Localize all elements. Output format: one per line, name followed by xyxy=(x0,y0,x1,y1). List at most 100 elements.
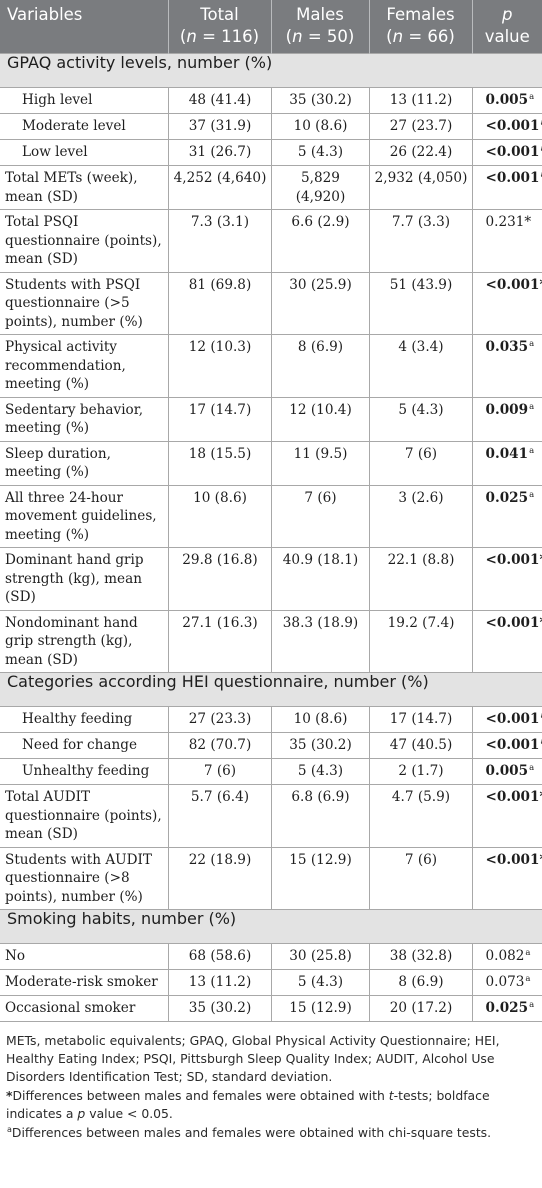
males-cell: 15 (12.9) xyxy=(270,995,370,1022)
total-cell: 22 (18.9) xyxy=(167,846,272,910)
p-value-cell: 0.025a xyxy=(471,995,542,1022)
males-cell: 40.9 (18.1) xyxy=(270,547,370,611)
p-value-cell: <0.001* xyxy=(471,609,542,673)
p-value-cell: <0.001a xyxy=(471,139,542,166)
total-cell: 13 (11.2) xyxy=(167,969,272,996)
section-row: Smoking habits, number (%) xyxy=(0,909,542,944)
females-cell: 27 (23.7) xyxy=(368,113,473,140)
p-value-cell: <0.001* xyxy=(471,846,542,910)
section-row: GPAQ activity levels, number (%) xyxy=(0,53,542,88)
females-cell: 38 (32.8) xyxy=(368,943,473,970)
females-cell: 7.7 (3.3) xyxy=(368,209,473,273)
p-value-cell: 0.041a xyxy=(471,440,542,486)
males-cell: 15 (12.9) xyxy=(270,846,370,910)
p-value: <0.001 xyxy=(485,144,540,160)
p-value: <0.001 xyxy=(485,170,540,186)
variable-label: Dominant hand grip strength (kg), mean (… xyxy=(0,547,169,611)
header-p-letter: p xyxy=(502,5,513,24)
variable-label: Occasional smoker xyxy=(0,995,169,1022)
variable-label: High level xyxy=(0,87,169,114)
footnote-marker: a xyxy=(529,763,535,773)
variable-label: No xyxy=(0,943,169,970)
males-cell: 10 (8.6) xyxy=(270,113,370,140)
males-cell: 35 (30.2) xyxy=(270,732,370,759)
total-cell: 81 (69.8) xyxy=(167,271,272,335)
header-p-value: p value xyxy=(471,0,542,54)
table-row: Unhealthy feeding 7 (6) 5 (4.3) 2 (1.7) 0.00… xyxy=(0,758,542,785)
table-row: Total METs (week), mean (SD) 4,252 (4,640… xyxy=(0,165,542,210)
females-cell: 4.7 (5.9) xyxy=(368,784,473,848)
females-cell: 47 (40.5) xyxy=(368,732,473,759)
males-cell: 5,829 (4,920) xyxy=(270,165,370,210)
variable-label: Students with AUDIT questionnaire (>8 po… xyxy=(0,846,169,910)
table-row: Total AUDIT questionnaire (points), mean… xyxy=(0,784,542,848)
table-body: GPAQ activity levels, number (%) High lev… xyxy=(0,53,542,1022)
variable-label: Moderate level xyxy=(0,113,169,140)
variable-label: Low level xyxy=(0,139,169,166)
p-value-cell: <0.001a xyxy=(471,706,542,733)
p-value: <0.001* xyxy=(485,552,542,568)
footnote-marker: a xyxy=(529,1000,535,1010)
variable-label: Total METs (week), mean (SD) xyxy=(0,165,169,210)
p-value: 0.005 xyxy=(485,92,529,108)
variable-label: Students with PSQI questionnaire (>5 poi… xyxy=(0,271,169,335)
p-value-cell: 0.005a xyxy=(471,758,542,785)
p-value: <0.001* xyxy=(485,614,542,631)
table-row: No 68 (58.6) 30 (25.8) 38 (32.8) 0.082a xyxy=(0,943,542,970)
males-cell: 11 (9.5) xyxy=(270,440,370,486)
females-cell: 3 (2.6) xyxy=(368,484,473,548)
footnote-marker: a xyxy=(540,118,542,128)
p-value-cell: 0.082a xyxy=(471,943,542,970)
header-total-n: (n = 116) xyxy=(179,27,260,46)
males-cell: 7 (6) xyxy=(270,484,370,548)
p-value-cell: 0.009a xyxy=(471,396,542,442)
table-row: Low level 31 (26.7) 5 (4.3) 26 (22.4) <0.001… xyxy=(0,139,542,166)
table-row: Occasional smoker 35 (30.2) 15 (12.9) 20 (1… xyxy=(0,995,542,1022)
p-value: <0.001 xyxy=(485,737,540,753)
total-cell: 17 (14.7) xyxy=(167,396,272,442)
variable-label: Sleep duration, meeting (%) xyxy=(0,440,169,486)
p-value: 0.009 xyxy=(485,401,529,418)
table-row: Moderate level 37 (31.9) 10 (8.6) 27 (23.7)… xyxy=(0,113,542,140)
p-value-cell: <0.001* xyxy=(471,271,542,335)
total-cell: 18 (15.5) xyxy=(167,440,272,486)
males-cell: 6.6 (2.9) xyxy=(270,209,370,273)
t-test-note: *Differences between males and females w… xyxy=(6,1088,490,1121)
total-cell: 35 (30.2) xyxy=(167,995,272,1022)
females-cell: 22.1 (8.8) xyxy=(368,547,473,611)
table-row: High level 48 (41.4) 35 (30.2) 13 (11.2) 0.0… xyxy=(0,87,542,114)
p-value: <0.001* xyxy=(485,276,542,293)
males-cell: 12 (10.4) xyxy=(270,396,370,442)
header-females-n: (n = 66) xyxy=(386,27,455,46)
variable-label: Sedentary behavior, meeting (%) xyxy=(0,396,169,442)
table-row: Nondominant hand grip strength (kg), mea… xyxy=(0,609,542,673)
males-cell: 30 (25.8) xyxy=(270,943,370,970)
males-cell: 10 (8.6) xyxy=(270,706,370,733)
p-value-cell: <0.001* xyxy=(471,547,542,611)
females-cell: 2,932 (4,050) xyxy=(368,165,473,210)
header-males-n: (n = 50) xyxy=(285,27,355,46)
males-cell: 8 (6.9) xyxy=(270,334,370,398)
table-row: Healthy feeding 27 (23.3) 10 (8.6) 17 (14.7… xyxy=(0,706,542,733)
p-value: <0.001* xyxy=(485,851,542,868)
abbreviations-note: METs, metabolic equivalents; GPAQ, Globa… xyxy=(6,1033,500,1084)
p-value: 0.025 xyxy=(485,1000,529,1016)
females-cell: 2 (1.7) xyxy=(368,758,473,785)
p-value: 0.025 xyxy=(485,489,529,506)
p-value: 0.082 xyxy=(485,948,525,964)
females-cell: 5 (4.3) xyxy=(368,396,473,442)
header-total: Total (n = 116) xyxy=(167,0,271,54)
results-table: Variables Total (n = 116) Males (n = 50)… xyxy=(0,0,542,1022)
total-cell: 82 (70.7) xyxy=(167,732,272,759)
footnote-marker: a xyxy=(540,711,542,721)
p-value: <0.001 xyxy=(485,118,540,134)
males-cell: 5 (4.3) xyxy=(270,139,370,166)
section-row: Categories according HEI questionnaire, … xyxy=(0,672,542,707)
section-title: Smoking habits, number (%) xyxy=(0,909,542,944)
p-value: <0.001* xyxy=(485,789,542,805)
males-cell: 35 (30.2) xyxy=(270,87,370,114)
p-value: 0.231* xyxy=(485,214,532,230)
footnote-marker: a xyxy=(529,489,535,500)
chi-square-note: aDifferences between males and females w… xyxy=(7,1125,492,1140)
footnote-marker: a xyxy=(529,401,535,412)
